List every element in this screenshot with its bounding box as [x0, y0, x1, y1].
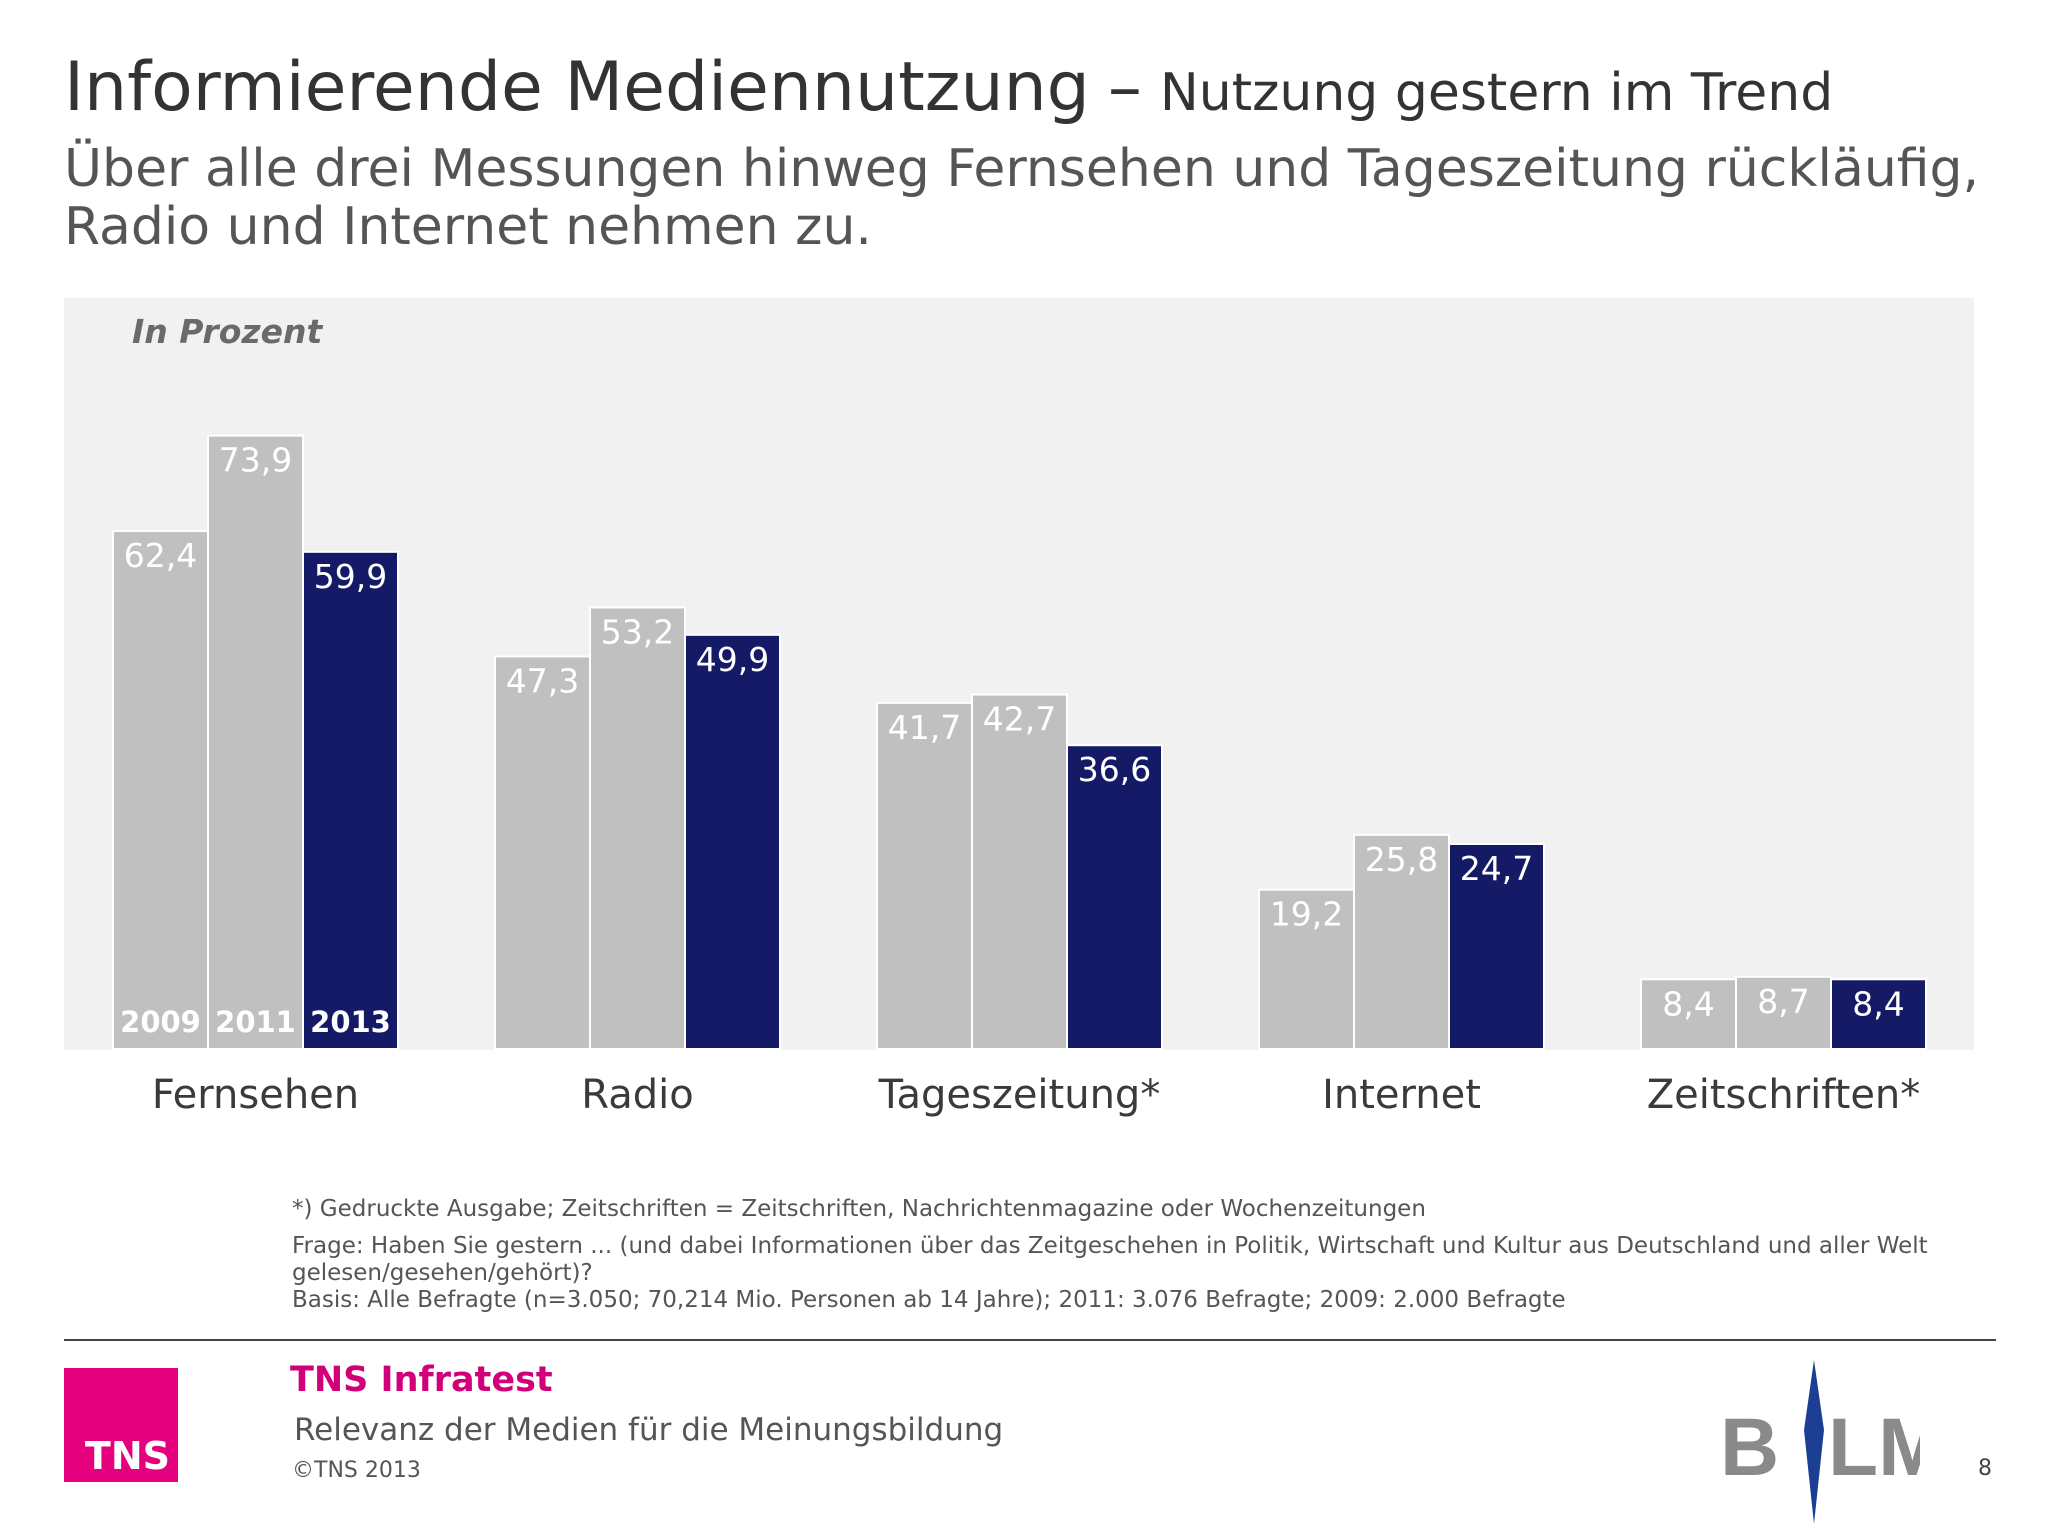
bar [1448, 842, 1545, 1050]
category-label: Tageszeitung* [878, 1072, 1161, 1118]
page-title: Informierende Mediennutzung – Nutzung gest… [64, 48, 1833, 127]
svg-text:LM: LM [1828, 1402, 1920, 1493]
title-separator: – [1107, 48, 1142, 127]
data-label: 59,9 [314, 557, 387, 596]
data-label: 62,4 [124, 536, 197, 575]
tns-logo-text: TNS [84, 1434, 170, 1478]
data-label: 73,9 [219, 441, 292, 480]
bar [971, 693, 1068, 1051]
chart-unit-label: In Prozent [132, 312, 323, 351]
data-label: 49,9 [696, 640, 769, 679]
data-label: 25,8 [1365, 840, 1438, 879]
bar [302, 550, 399, 1051]
category-label: Internet [1322, 1072, 1481, 1118]
bar [1735, 975, 1832, 1050]
title-sub: Nutzung gestern im Trend [1159, 63, 1834, 123]
brand-name: TNS Infratest [290, 1360, 553, 1400]
legend-entry: 2011 [215, 1005, 296, 1039]
tns-logo: TNS [64, 1368, 178, 1482]
bar [876, 701, 973, 1050]
legend-entry: 2009 [120, 1005, 201, 1039]
data-label: 36,6 [1078, 750, 1151, 789]
footnotes: *) Gedruckte Ausgabe; Zeitschriften = Ze… [292, 1196, 1972, 1314]
data-label: 8,7 [1757, 982, 1809, 1021]
data-label: 53,2 [601, 612, 674, 651]
data-label: 41,7 [888, 708, 961, 747]
footnote-basis: Basis: Alle Befragte (n=3.050; 70,214 Mi… [292, 1287, 1566, 1313]
bar [494, 655, 591, 1050]
footer-divider [64, 1339, 1996, 1341]
bar [684, 633, 781, 1051]
bar-chart: 62,4 73,9 59,9 Fernsehen 47,3 53,2 49,9 Radio 41… [112, 434, 1927, 1118]
bar [112, 530, 209, 1050]
footnote-note: *) Gedruckte Ausgabe; Zeitschriften = Ze… [292, 1196, 1426, 1222]
page-number: 8 [1978, 1456, 1992, 1481]
data-label: 47,3 [506, 661, 579, 700]
blm-logo: B LM [1720, 1360, 1920, 1524]
data-label: 8,4 [1662, 984, 1714, 1023]
category-label: Fernsehen [152, 1072, 359, 1118]
data-label: 19,2 [1270, 895, 1343, 934]
data-label: 8,4 [1852, 984, 1904, 1023]
footnote-question: Frage: Haben Sie gestern ... (und dabei … [292, 1233, 1928, 1286]
bar [1830, 978, 1927, 1051]
page-subtitle: Über alle drei Messungen hinweg Fernsehe… [64, 139, 1980, 257]
category-label: Radio [581, 1072, 693, 1118]
bar [589, 606, 686, 1050]
legend-entry: 2013 [310, 1005, 391, 1039]
svg-text:B: B [1720, 1402, 1779, 1493]
bar [1066, 744, 1163, 1050]
title-main: Informierende Mediennutzung [64, 48, 1090, 127]
copyright: ©TNS 2013 [292, 1458, 421, 1483]
bar [207, 434, 304, 1050]
bar [1640, 978, 1737, 1051]
category-label: Zeitschriften* [1647, 1072, 1921, 1118]
data-label: 42,7 [983, 700, 1056, 739]
study-title: Relevanz der Medien für die Meinungsbild… [294, 1412, 1004, 1448]
data-label: 24,7 [1460, 849, 1533, 888]
